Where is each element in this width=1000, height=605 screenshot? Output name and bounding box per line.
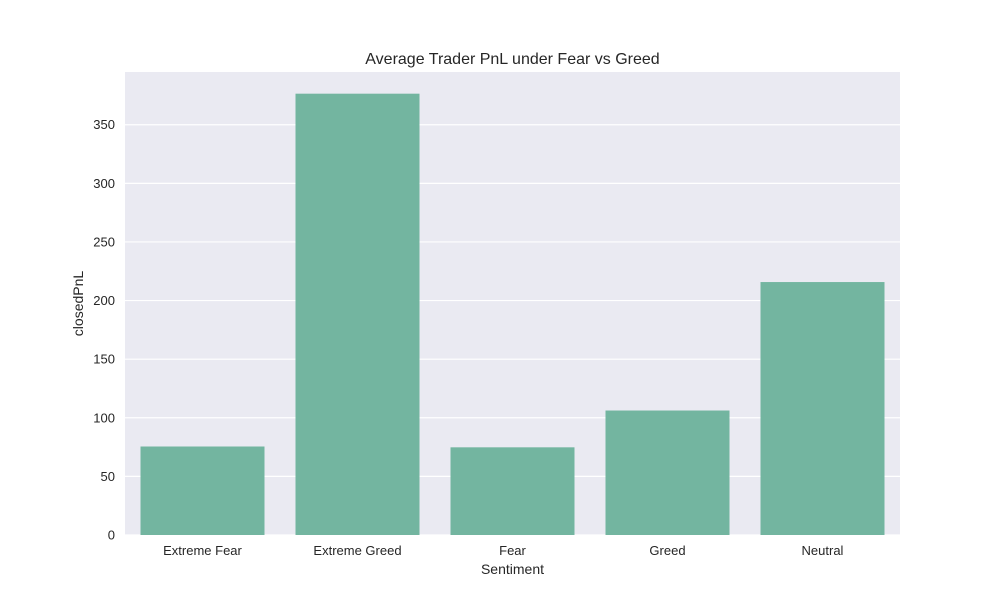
x-tick-label: Extreme Greed — [313, 543, 401, 558]
x-axis-label: Sentiment — [481, 561, 544, 577]
x-tick-label: Extreme Fear — [163, 543, 242, 558]
bar — [760, 282, 885, 535]
y-tick-label: 300 — [93, 176, 115, 191]
bars — [140, 93, 885, 535]
y-axis-label: closedPnL — [70, 271, 86, 337]
x-axis-ticks: Extreme Fear Extreme Greed Fear Greed Neutra… — [163, 543, 843, 558]
x-tick-label: Fear — [499, 543, 526, 558]
bar — [295, 93, 420, 535]
y-tick-label: 250 — [93, 234, 115, 249]
x-tick-label: Neutral — [802, 543, 844, 558]
bar — [140, 446, 265, 535]
y-tick-label: 0 — [108, 528, 115, 543]
y-tick-label: 100 — [93, 410, 115, 425]
chart-title: Average Trader PnL under Fear vs Greed — [365, 51, 659, 68]
y-tick-label: 150 — [93, 352, 115, 367]
bar — [450, 447, 575, 535]
x-tick-label: Greed — [649, 543, 685, 558]
bar — [605, 410, 730, 535]
y-axis-ticks: 0 50 100 150 200 250 300 350 — [93, 117, 115, 542]
y-tick-label: 200 — [93, 293, 115, 308]
y-tick-label: 50 — [101, 469, 115, 484]
y-tick-label: 350 — [93, 117, 115, 132]
